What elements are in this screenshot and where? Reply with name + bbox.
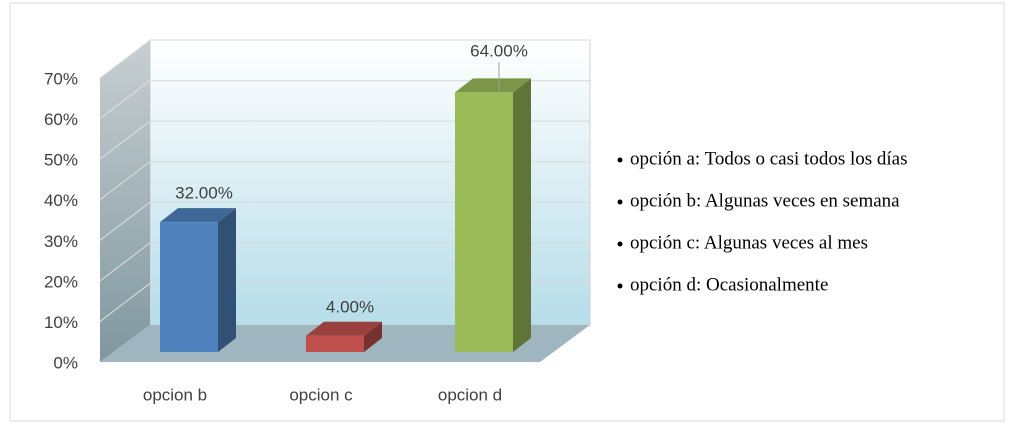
x-tick-label: opcion c xyxy=(289,385,353,404)
bar-top xyxy=(160,208,236,223)
y-tick-label: 60% xyxy=(44,110,78,129)
annotations: opción a: Todos o casi todos los días opc… xyxy=(617,148,908,295)
y-tick-label: 20% xyxy=(44,272,78,291)
y-tick-label: 50% xyxy=(44,151,78,170)
x-tick-label: opcion b xyxy=(143,385,207,404)
annotation: opción b: Algunas veces en semana xyxy=(630,190,900,211)
y-tick-label: 30% xyxy=(44,232,78,251)
bar xyxy=(306,335,364,352)
y-tick-label: 40% xyxy=(44,191,78,210)
bar xyxy=(455,92,513,352)
grid-line xyxy=(99,80,151,119)
annotation: opción c: Algunas veces al mes xyxy=(630,232,868,253)
y-tick-label: 0% xyxy=(53,353,78,372)
annotation: opción a: Todos o casi todos los días xyxy=(630,148,908,169)
chart-border xyxy=(9,2,1005,422)
x-tick-label: opcion d xyxy=(438,385,502,404)
bullet xyxy=(617,157,623,163)
bar xyxy=(160,222,218,352)
grid-line xyxy=(99,39,151,79)
value-label: 32.00% xyxy=(175,184,233,203)
bar-side xyxy=(513,78,531,352)
grid-line xyxy=(99,120,151,160)
bullet xyxy=(617,241,623,247)
bullet xyxy=(617,283,623,289)
grid-line xyxy=(99,201,151,241)
bar-top xyxy=(455,78,531,93)
annotation: opción d: Ocasionalmente xyxy=(630,274,828,295)
grid-line xyxy=(99,242,151,282)
value-label: 64.00% xyxy=(470,41,528,60)
value-label: 4.00% xyxy=(326,297,374,316)
bullet xyxy=(617,199,623,205)
y-tick-label: 10% xyxy=(44,313,78,332)
bar-top xyxy=(306,321,382,336)
y-tick-label: 70% xyxy=(44,69,78,88)
grid-line xyxy=(99,161,151,201)
bar-side xyxy=(218,208,236,352)
side-wall xyxy=(100,40,150,362)
grid-line xyxy=(99,283,151,322)
bar-side xyxy=(364,321,382,352)
